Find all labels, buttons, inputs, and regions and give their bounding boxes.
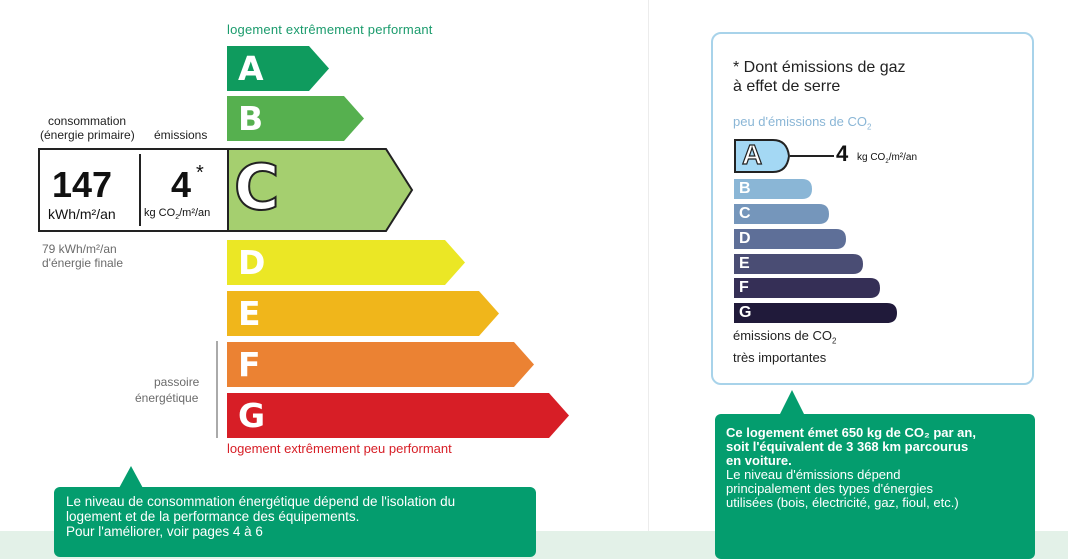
emissions-label: émissions xyxy=(154,128,208,142)
current-class-letter: C xyxy=(233,151,280,225)
ges-title: * Dont émissions de gaz à effet de serre xyxy=(733,59,906,95)
right-callout: Ce logement émet 650 kg de CO₂ par an, s… xyxy=(715,414,1035,559)
class-letter-d: D xyxy=(238,243,266,282)
final-energy-line1: 79 kWh/m²/an xyxy=(42,242,117,256)
emissions-value: 4 xyxy=(171,164,192,205)
passoire-line1: passoire xyxy=(154,375,200,389)
current-rating-frame: C 147 kWh/m²/an 4 * kg CO2/m²/an xyxy=(38,148,414,232)
consumption-value: 147 xyxy=(52,164,113,205)
class-letter-e: E xyxy=(238,294,261,333)
ges-bottom-label: émissions de CO2 très importantes xyxy=(733,328,837,365)
ges-current-value: 4 xyxy=(836,141,849,166)
ges-pointer-line xyxy=(790,155,834,157)
ges-current-letter: A xyxy=(741,138,763,170)
left-callout: Le niveau de consommation énergétique dé… xyxy=(54,487,536,557)
ges-top-label: peu d'émissions de CO2 xyxy=(733,114,872,132)
emissions-unit: kg CO2/m²/an xyxy=(144,207,211,222)
consumption-label-line2: (énergie primaire) xyxy=(40,128,135,142)
passoire-bracket xyxy=(216,341,218,438)
emissions-asterisk: * xyxy=(196,162,204,184)
right-callout-text: Ce logement émet 650 kg de CO₂ par an, s… xyxy=(726,425,976,510)
ges-current-class-a: A xyxy=(733,138,793,174)
scale-bottom-label: logement extrêmement peu performant xyxy=(227,441,452,456)
final-energy-line2: d'énergie finale xyxy=(42,256,124,270)
class-letter-g: G xyxy=(238,396,266,435)
scale-top-label: logement extrêmement performant xyxy=(227,22,433,37)
class-letter-b: B xyxy=(238,99,264,138)
consumption-label-line1: consommation xyxy=(48,114,127,128)
consumption-unit: kWh/m²/an xyxy=(48,206,116,222)
column-divider xyxy=(648,0,649,559)
left-callout-pointer xyxy=(118,466,144,490)
right-callout-pointer xyxy=(779,390,805,416)
class-letter-a: A xyxy=(238,49,264,88)
ges-current-unit: kg CO2/m²/an xyxy=(857,152,918,165)
passoire-line2: énergétique xyxy=(135,391,199,405)
class-letter-f: F xyxy=(238,345,261,384)
left-callout-text: Le niveau de consommation énergétique dé… xyxy=(66,494,456,539)
